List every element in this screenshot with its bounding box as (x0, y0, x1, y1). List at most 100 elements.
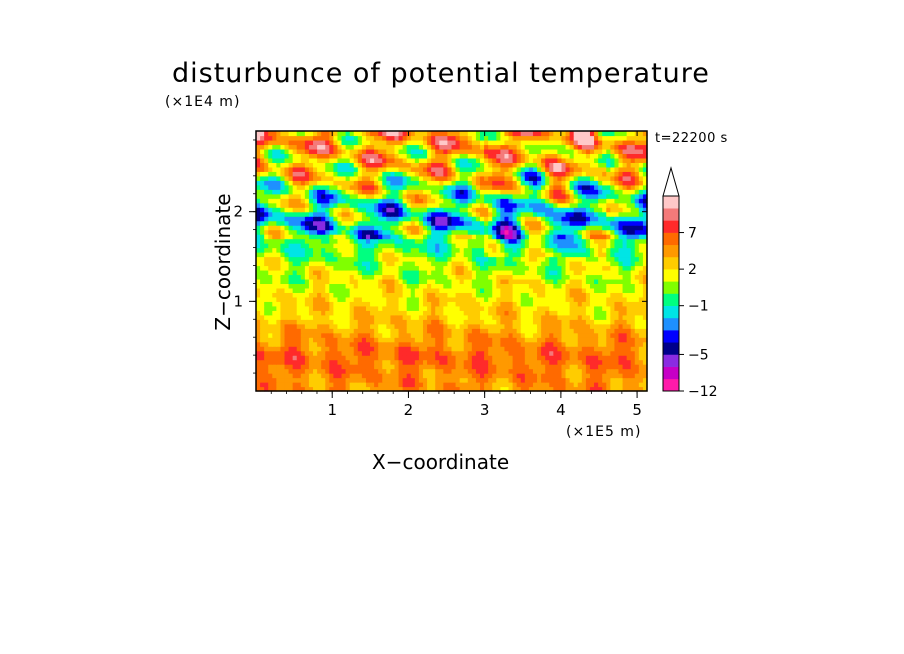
field-cell (260, 278, 265, 285)
field-cell (398, 256, 404, 262)
field-cell (484, 184, 489, 190)
field-cell (598, 305, 603, 311)
field-cell (475, 305, 481, 311)
field-cell (284, 283, 290, 289)
field-cell (345, 314, 351, 320)
field-cell (276, 296, 282, 302)
field-cell (370, 265, 375, 271)
field-cell (532, 256, 538, 262)
field-cell (308, 305, 314, 311)
field-cell (500, 225, 506, 231)
field-cell (553, 207, 558, 213)
field-cell (618, 166, 624, 172)
field-cell (614, 310, 620, 316)
field-cell (565, 377, 571, 383)
field-cell (268, 234, 273, 240)
field-cell (422, 220, 428, 226)
field-cell (451, 283, 457, 289)
field-cell (589, 220, 595, 226)
field-cell (463, 328, 469, 334)
field-cell (614, 166, 620, 172)
field-cell (455, 319, 461, 325)
field-cell (272, 193, 277, 199)
field-cell (504, 323, 510, 329)
field-cell (610, 337, 616, 343)
field-cell (626, 346, 632, 352)
field-cell (610, 157, 616, 163)
field-cell (475, 328, 481, 334)
field-cell (606, 243, 611, 249)
field-cell (365, 180, 371, 186)
field-cell (260, 377, 265, 383)
field-cell (484, 283, 489, 289)
field-cell (374, 278, 379, 285)
field-cell (431, 337, 436, 343)
field-cell (402, 323, 408, 329)
field-cell (573, 292, 579, 298)
field-cell (304, 314, 310, 320)
field-cell (374, 189, 379, 195)
field-cell (418, 350, 424, 356)
field-cell (284, 216, 290, 222)
field-cell (565, 220, 571, 226)
field-cell (537, 198, 542, 204)
field-cell (585, 247, 591, 253)
field-cell (512, 301, 518, 307)
field-cell (581, 337, 587, 343)
field-cell (435, 225, 440, 231)
field-cell (353, 341, 359, 347)
field-cell (561, 355, 567, 361)
field-cell (471, 373, 477, 379)
field-cell (361, 220, 367, 226)
field-cell (561, 346, 567, 352)
field-cell (451, 216, 457, 222)
field-cell (467, 341, 473, 347)
field-cell (418, 296, 424, 302)
field-cell (333, 261, 339, 267)
field-cell (410, 198, 416, 204)
field-cell (484, 386, 489, 392)
field-cell (370, 184, 375, 190)
field-cell (353, 193, 359, 199)
field-cell (488, 377, 493, 383)
field-cell (308, 162, 314, 168)
field-cell (394, 364, 400, 370)
field-cell (602, 171, 607, 177)
field-cell (349, 220, 355, 226)
field-cell (435, 211, 440, 217)
field-cell (414, 287, 420, 293)
field-cell (618, 301, 624, 307)
field-cell (349, 337, 355, 343)
field-cell (553, 350, 558, 356)
field-cell (537, 283, 542, 289)
field-cell (504, 328, 510, 334)
field-cell (382, 274, 387, 280)
field-cell (504, 301, 510, 307)
field-cell (349, 189, 355, 195)
field-cell (594, 337, 599, 343)
field-cell (496, 323, 501, 329)
field-cell (598, 198, 603, 204)
field-cell (313, 265, 318, 271)
field-cell (370, 171, 375, 177)
field-cell (431, 166, 436, 172)
field-cell (500, 229, 506, 235)
field-cell (427, 207, 432, 213)
field-cell (589, 328, 595, 334)
field-cell (288, 157, 294, 163)
field-cell (622, 355, 628, 361)
field-cell (402, 193, 408, 199)
field-cell (427, 225, 432, 231)
field-cell (268, 382, 273, 388)
field-cell (427, 202, 432, 208)
field-cell (313, 292, 318, 298)
field-cell (496, 180, 501, 186)
field-cell (378, 166, 383, 172)
field-cell (272, 157, 277, 163)
field-cell (626, 166, 632, 172)
field-cell (349, 238, 355, 244)
field-cell (545, 202, 550, 208)
field-cell (565, 314, 571, 320)
field-cell (459, 319, 465, 325)
field-cell (581, 216, 587, 222)
